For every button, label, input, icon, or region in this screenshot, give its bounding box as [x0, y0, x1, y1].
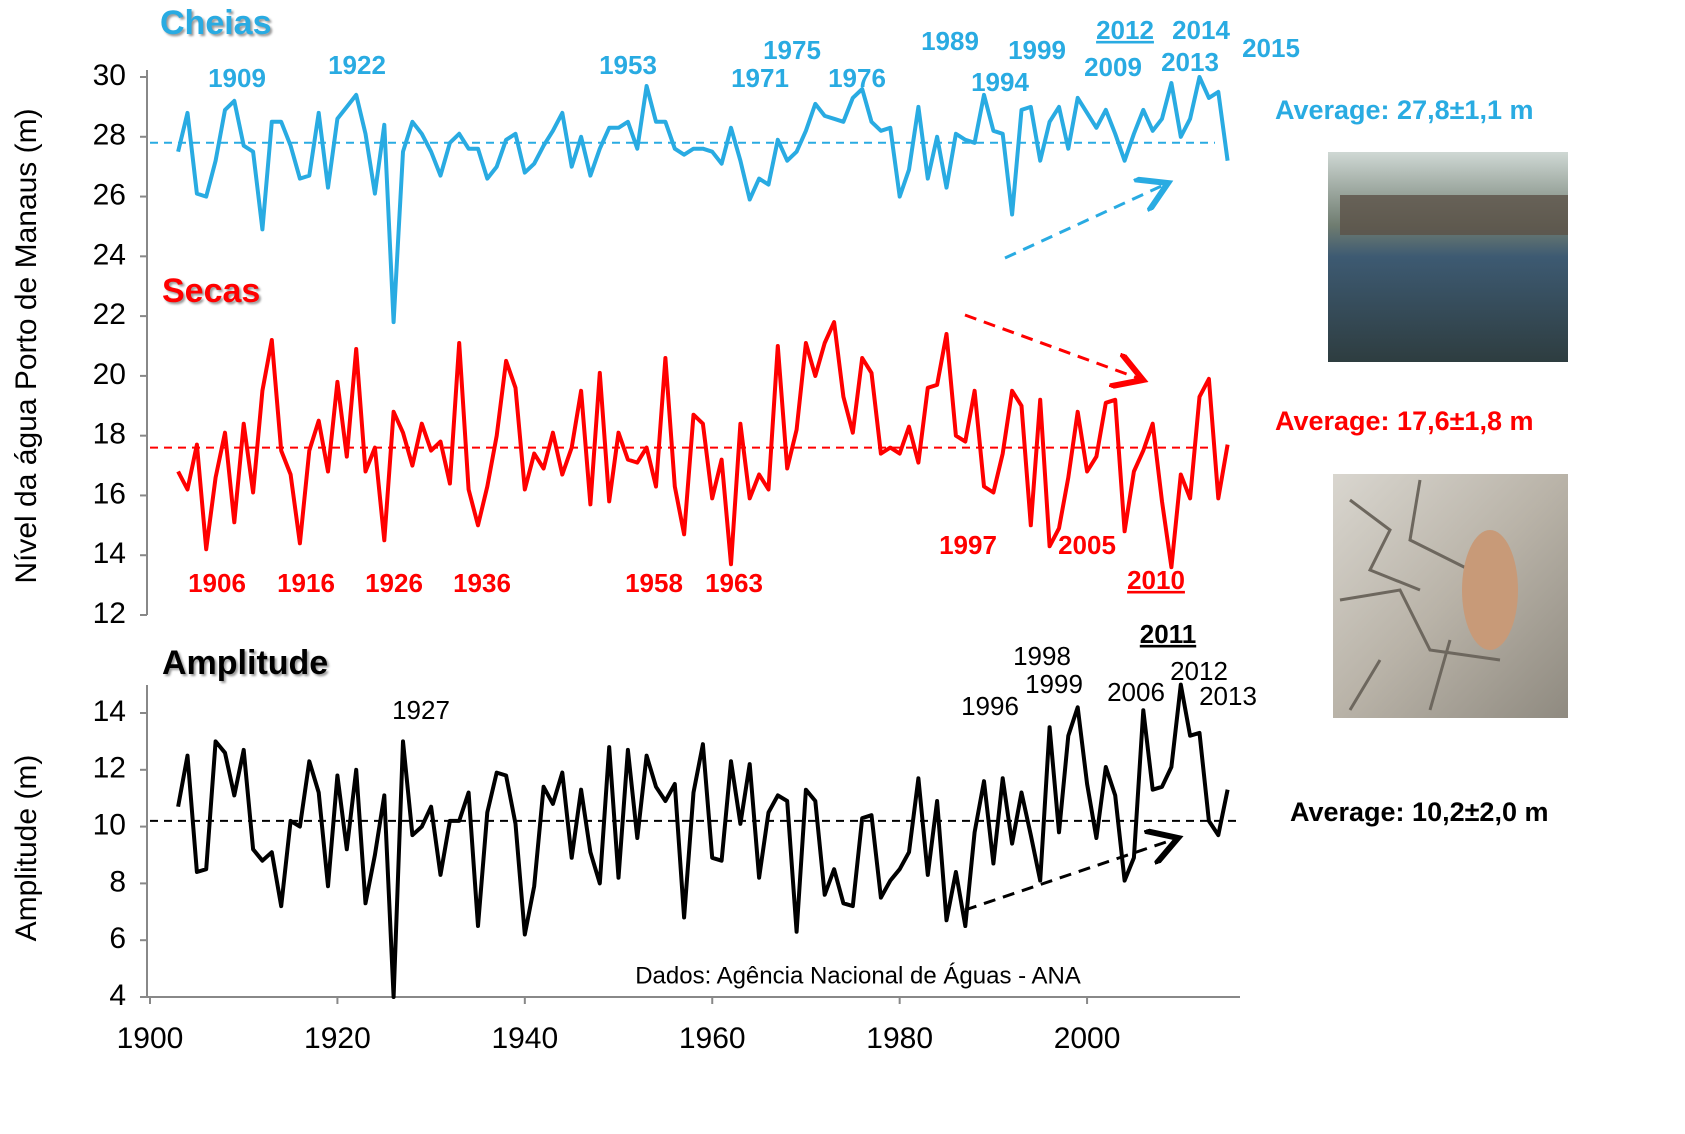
year-annotation: 1922	[328, 50, 386, 80]
year-annotation: 2011	[1140, 619, 1196, 649]
y-tick-label: 8	[109, 865, 126, 898]
x-tick-label: 1920	[304, 1022, 371, 1055]
year-annotation: 1975	[763, 35, 821, 65]
x-tick-label: 2000	[1054, 1022, 1121, 1055]
year-annotation: 2009	[1084, 52, 1142, 82]
year-annotation: 2015	[1242, 33, 1300, 63]
year-annotation: 2006	[1107, 677, 1165, 707]
x-tick-label: 1900	[117, 1022, 184, 1055]
year-annotation: 1989	[921, 26, 979, 56]
x-tick-label: 1980	[866, 1022, 933, 1055]
year-annotation: 1953	[599, 50, 657, 80]
y-tick-label: 14	[93, 695, 126, 728]
trend-arrow	[965, 315, 1143, 380]
year-annotation: 1916	[277, 568, 335, 598]
y-tick-label: 20	[93, 358, 126, 391]
y-tick-label: 28	[93, 119, 126, 152]
y-tick-label: 26	[93, 178, 126, 211]
y-tick-label: 22	[93, 298, 126, 331]
y-axis-label: Amplitude (m)	[10, 755, 43, 942]
year-annotation: 1976	[828, 63, 886, 93]
series-title: Secas	[162, 272, 260, 310]
year-annotation: 1926	[365, 568, 423, 598]
flood-photo	[1328, 152, 1568, 362]
average-label: Average: 10,2±2,0 m	[1290, 797, 1548, 827]
year-annotation: 1936	[453, 568, 511, 598]
y-tick-label: 24	[93, 238, 126, 271]
year-annotation: 2005	[1058, 530, 1116, 560]
year-annotation: 1971	[731, 63, 789, 93]
y-tick-label: 6	[109, 922, 126, 955]
year-annotation: 1927	[392, 695, 450, 725]
trend-arrow	[1005, 183, 1168, 258]
x-tick-label: 1940	[491, 1022, 558, 1055]
year-annotation: 2013	[1161, 47, 1219, 77]
year-annotation: 2014	[1172, 15, 1230, 45]
y-tick-label: 18	[93, 418, 126, 451]
year-annotation: 1996	[961, 691, 1019, 721]
y-tick-label: 14	[93, 537, 126, 570]
drought-photo-child	[1462, 530, 1518, 650]
series-line	[178, 77, 1228, 322]
y-tick-label: 4	[109, 979, 126, 1012]
y-tick-label: 16	[93, 477, 126, 510]
year-annotation: 1999	[1008, 35, 1066, 65]
year-annotation: 1909	[208, 63, 266, 93]
x-tick-label: 1960	[679, 1022, 746, 1055]
year-annotation: 1999	[1025, 669, 1083, 699]
series-line	[178, 685, 1228, 997]
year-annotation: 1906	[188, 568, 246, 598]
y-tick-label: 10	[93, 809, 126, 842]
y-tick-label: 30	[93, 59, 126, 92]
year-annotation: 1958	[625, 568, 683, 598]
source-note: Dados: Agência Nacional de Águas - ANA	[635, 962, 1081, 989]
year-annotation: 2010	[1127, 565, 1185, 595]
year-annotation: 1963	[705, 568, 763, 598]
chart: 12 14 16 18 20 22 24 26 28 30 Nível da água Porto …	[0, 0, 1685, 1134]
y-axis-label: Nível da água Porto de Manaus (m)	[10, 108, 43, 583]
average-label: Average: 27,8±1,1 m	[1275, 95, 1533, 125]
year-annotation: 2012	[1096, 15, 1154, 45]
average-label: Average: 17,6±1,8 m	[1275, 406, 1533, 436]
year-annotation: 2013	[1199, 681, 1257, 711]
y-tick-label: 12	[93, 752, 126, 785]
year-annotation: 1998	[1013, 641, 1071, 671]
series-title: Amplitude	[162, 644, 328, 682]
flood-photo-houses	[1340, 195, 1568, 235]
series-title: Cheias	[160, 4, 272, 42]
year-annotation: 1994	[971, 67, 1029, 97]
year-annotation: 1997	[939, 530, 997, 560]
y-tick-label: 12	[93, 597, 126, 630]
